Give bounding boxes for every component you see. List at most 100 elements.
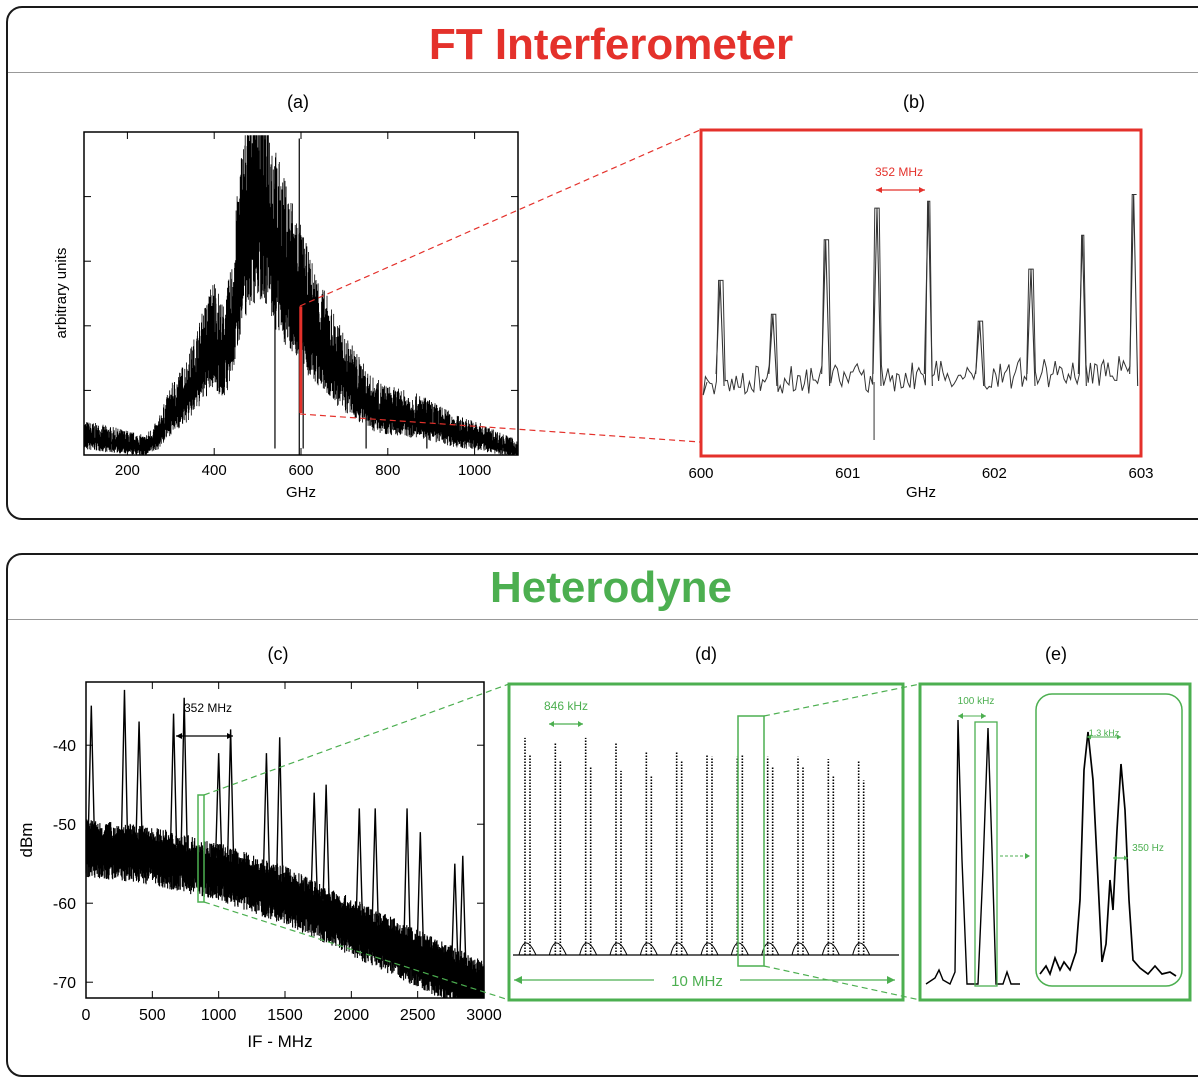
chart-e-inset-series [1039,731,1177,977]
chart-c-peak [403,808,411,938]
chart-c-peak [275,737,284,878]
chart-c-peak [322,784,330,900]
chart-d-annotation-bottom: 10 MHz [514,973,895,990]
chart-d-skirt [518,942,537,956]
panel-label-e: (e) [1045,644,1067,664]
chart-c-xlabel: IF - MHz [247,1032,312,1051]
chart-d-bottom-annotation-text: 10 MHz [671,973,723,990]
chart-c-zoom-marker [197,794,205,903]
chart-d-skirt [579,942,598,956]
chart-b-xtick-label: 600 [688,465,713,482]
ft-section-title: FT Interferometer [428,20,794,69]
chart-e-inset-frame [1035,693,1183,987]
chart-a-xtick-label: 200 [115,462,140,479]
chart-c-peak [355,808,363,915]
chart-e-annotation-left: 100 kHz [958,696,995,719]
chart-e: 100 kHz 1.3 kHz 350 Hz [918,682,1192,1002]
chart-c-peak [180,697,188,848]
het-title-divider [8,619,1198,620]
chart-b-ticks: 600 601 602 603 [688,465,1153,482]
chart-a-xtick-label: 400 [202,462,227,479]
chart-b-trace [702,194,1139,440]
chart-c-xtick-label: 1000 [201,1007,237,1024]
chart-c-peak [416,832,425,944]
chart-a-highlight [299,306,303,414]
chart-c-ytick-label: -40 [53,738,76,755]
chart-c-series [85,819,485,998]
chart-c-trace [85,689,485,998]
het-section-title: Heterodyne [489,563,733,612]
chart-b-frame [699,128,1143,458]
chart-c-ytick-label: -50 [53,817,76,834]
chart-c-peak [226,729,235,861]
chart-e-left-annotation-text: 100 kHz [958,696,995,707]
chart-c-peak [262,753,271,873]
chart-c-peak [310,792,318,894]
chart-e-annotation-inset-top: 1.3 kHz [1087,728,1121,740]
chart-a-xlabel: GHz [286,484,316,501]
chart-d-frame [507,682,905,1002]
chart-c-xtick-label: 500 [139,1007,166,1024]
chart-e-inset-top-arrowheads [1087,734,1121,740]
chart-c-peak [451,863,459,961]
chart-c-xtick-label: 2000 [334,1007,370,1024]
panel-label-b: (b) [903,92,925,112]
chart-d-skirt [821,942,840,956]
chart-c: 0 500 1000 1500 2000 2500 3000 -40 -50 -60 -70 352… [17,681,502,1051]
chart-b-peak [1026,269,1036,387]
chart-d-skirt [548,942,567,956]
chart-c-peak [120,689,129,837]
chart-c-annotation: 352 MHz [176,701,233,739]
chart-b-peak [923,201,933,387]
chart-b-peak [1077,235,1087,387]
chart-a-series [83,135,519,455]
chart-e-trace-left [925,719,1020,986]
chart-d-skirt [609,942,628,956]
panel-label-c: (c) [268,644,289,664]
chart-a-ticks: 200 400 600 800 1000 [84,132,518,479]
chart-a-ylabel: arbitrary units [53,248,70,339]
chart-d-skirt [761,942,780,956]
chart-c-ticks: 0 500 1000 1500 2000 2500 3000 -40 -50 -60 -70 [53,682,502,1024]
chart-e-annotation-inset-right: 350 Hz [1113,843,1164,861]
chart-b-annotation-arrowheads [876,187,925,193]
zoom-line-top-cd [203,683,510,796]
chart-c-peak [214,753,223,856]
chart-d-top-annotation-text: 846 kHz [544,699,588,713]
chart-b-xlabel: GHz [906,484,936,501]
chart-b-annotation: 352 MHz [875,165,925,193]
chart-e-inset-top-annotation-text: 1.3 kHz [1089,728,1120,738]
chart-b: 600 601 602 603 352 MHz GHz [688,128,1154,501]
chart-b-xtick-label: 602 [982,465,1007,482]
chart-b-series [702,194,1137,396]
chart-c-ylabel: dBm [17,823,36,858]
chart-e-left-series [925,719,1020,986]
chart-c-peak [459,855,467,965]
chart-d-skirt [791,942,810,956]
chart-c-xtick-label: 1500 [267,1007,303,1024]
chart-e-inset-right-annotation-text: 350 Hz [1132,843,1164,854]
chart-c-xtick-label: 3000 [466,1007,502,1024]
chart-e-zoom-marker [974,721,998,987]
chart-c-xtick-label: 0 [82,1007,91,1024]
zoom-line-top-ab [299,129,701,307]
chart-c-annotation-arrowheads [176,733,233,739]
zoom-line-bottom-ab [299,413,701,443]
chart-d-skirt [700,942,719,956]
zoom-line-bottom-cd [203,901,510,1001]
chart-d-zoom-marker [737,715,765,967]
chart-b-peak [715,280,725,387]
chart-b-peak [768,314,778,387]
chart-a-trace [83,135,519,455]
chart-e-inset-right-arrowheads [1113,855,1128,861]
chart-a-xtick-label: 600 [288,462,313,479]
chart-b-peak [821,239,831,387]
chart-b-annotation-text: 352 MHz [875,165,923,179]
chart-d-skirt [670,942,689,956]
chart-c-xtick-label: 2500 [400,1007,436,1024]
chart-a-xtick-label: 800 [375,462,400,479]
chart-c-peak [135,721,143,839]
chart-d: 846 kHz 10 MHz [507,682,905,1002]
zoom-line-top-de [763,683,921,717]
